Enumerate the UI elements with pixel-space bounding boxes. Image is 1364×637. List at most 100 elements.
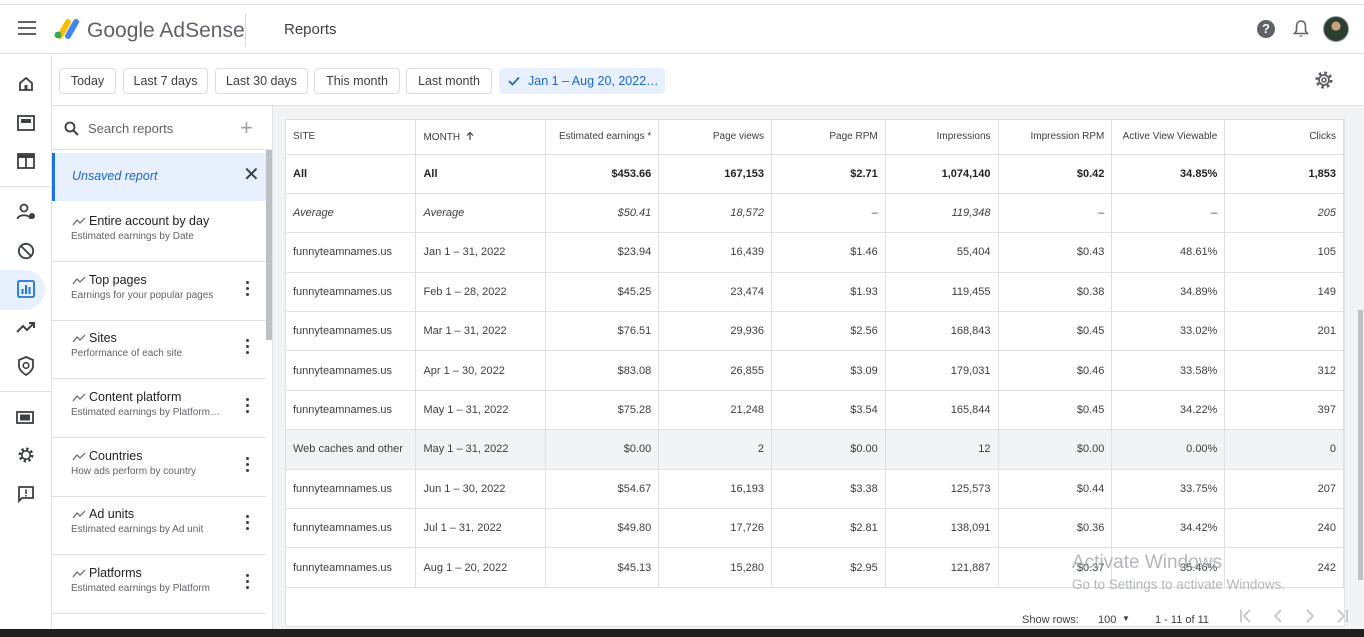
report-subtitle: Estimated earnings by Ad unit [71, 524, 204, 535]
report-title: Entire account by day [89, 214, 210, 228]
column-header-page-rpm[interactable]: Page RPM [771, 120, 886, 155]
panel-scrollbar[interactable] [266, 150, 272, 340]
page-scrollbar[interactable] [1358, 310, 1363, 580]
cell-clicks: 312 [1224, 350, 1344, 391]
report-title: Sites [89, 331, 117, 345]
notifications-icon[interactable] [1293, 19, 1309, 39]
add-report-icon[interactable]: + [240, 115, 253, 140]
cell-month: Average [415, 193, 547, 234]
report-item[interactable]: Ad units Estimated earnings by Ad unit [52, 497, 266, 555]
more-options-icon[interactable] [246, 281, 250, 297]
report-item[interactable]: Entire account by day Estimated earnings… [52, 204, 266, 262]
report-trend-icon [72, 334, 86, 343]
report-subtitle: Performance of each site [71, 348, 183, 359]
avatar[interactable] [1323, 16, 1349, 42]
blocking-icon[interactable] [14, 239, 38, 263]
cell-clicks: 149 [1224, 272, 1344, 313]
report-item[interactable]: Platforms Estimated earnings by Platform [52, 556, 266, 614]
watermark-title: Activate Windows [1072, 552, 1222, 573]
page-title: Reports [284, 21, 337, 38]
watermark-subtitle: Go to Settings to activate Windows. [1072, 577, 1286, 592]
chip-last-30-days[interactable]: Last 30 days [215, 68, 308, 94]
more-options-icon[interactable] [246, 574, 250, 590]
divider [245, 13, 246, 47]
chip-last-month[interactable]: Last month [406, 68, 492, 94]
column-header-impressions[interactable]: Impressions [885, 120, 999, 155]
more-options-icon[interactable] [246, 515, 250, 531]
ads-icon[interactable] [14, 111, 38, 135]
next-page-icon[interactable] [1302, 608, 1318, 624]
cell-active-view: 35.46% [1111, 547, 1226, 588]
chip-last-7-days[interactable]: Last 7 days [123, 68, 208, 94]
table-row: funnyteamnames.us Jun 1 – 30, 2022 $54.67 1… [286, 469, 1344, 510]
search-box: + [52, 106, 272, 150]
report-item[interactable]: Content platform Estimated earnings by P… [52, 380, 266, 438]
total-row: All All $453.66 167,153 $2.71 1,074,140 $0.42 3… [286, 154, 1344, 194]
column-header-clicks[interactable]: Clicks [1224, 120, 1344, 155]
search-icon [64, 121, 79, 136]
main-menu-icon[interactable] [18, 21, 36, 35]
cell-impression-rpm: $0.46 [998, 350, 1113, 391]
chip-custom-range[interactable]: Jan 1 – Aug 20, 2022… [499, 68, 665, 94]
cell-impression-rpm: $0.00 [998, 429, 1113, 470]
cell-active-view: 34.89% [1111, 272, 1226, 313]
cell-page-views: 2 [658, 429, 773, 470]
table-row: funnyteamnames.us Mar 1 – 31, 2022 $76.51 2… [286, 311, 1344, 352]
table-row: funnyteamnames.us Aug 1 – 20, 2022 $45.13 1… [286, 547, 1344, 588]
reports-icon[interactable] [14, 277, 38, 301]
table-row: funnyteamnames.us Apr 1 – 30, 2022 $83.08 2… [286, 350, 1344, 391]
report-settings-icon[interactable] [1314, 70, 1334, 90]
adsense-logo [54, 19, 79, 39]
report-item[interactable]: Top pages Earnings for your popular page… [52, 263, 266, 321]
cell-page-rpm: $2.56 [771, 311, 886, 352]
arrow-up-icon [466, 131, 474, 140]
report-trend-icon [72, 510, 86, 519]
feedback-icon[interactable] [14, 482, 38, 506]
dropdown-caret-icon[interactable]: ▼ [1122, 614, 1130, 623]
chip-today[interactable]: Today [59, 68, 116, 94]
cell-page-views: 167,153 [658, 154, 773, 194]
home-icon[interactable] [14, 72, 38, 96]
column-header-active-view[interactable]: Active View Viewable [1111, 120, 1226, 155]
report-title: Countries [89, 449, 143, 463]
report-subtitle: Estimated earnings by Platform [71, 583, 210, 594]
more-options-icon[interactable] [246, 398, 250, 414]
cell-impressions: 55,404 [885, 232, 999, 273]
column-header-estimated-earnings[interactable]: Estimated earnings * [545, 120, 660, 155]
column-header-page-views[interactable]: Page views [658, 120, 773, 155]
cell-active-view: 0.00% [1111, 429, 1226, 470]
cell-active-view: 33.75% [1111, 469, 1226, 510]
account-icon[interactable] [14, 200, 38, 224]
column-header-impression-rpm[interactable]: Impression RPM [998, 120, 1113, 155]
column-header-month[interactable]: MONTH [415, 120, 547, 155]
previous-page-icon[interactable] [1270, 608, 1286, 624]
report-item[interactable]: Countries How ads perform by country [52, 439, 266, 497]
help-icon[interactable]: ? [1257, 20, 1275, 38]
unsaved-report-item[interactable]: Unsaved report ✕ [52, 153, 266, 201]
sites-icon[interactable] [14, 149, 38, 173]
policy-icon[interactable] [14, 354, 38, 378]
payments-icon[interactable] [14, 405, 38, 429]
report-item[interactable]: Sites Performance of each site [52, 321, 266, 379]
top-bar: Google AdSense Reports ? [0, 4, 1364, 54]
cell-clicks: 242 [1224, 547, 1344, 588]
chip-this-month[interactable]: This month [314, 68, 400, 94]
cell-month: Aug 1 – 20, 2022 [415, 547, 547, 588]
cell-month: All [415, 154, 547, 194]
first-page-icon[interactable] [1238, 608, 1254, 624]
more-options-icon[interactable] [246, 339, 250, 355]
cell-site: funnyteamnames.us [286, 469, 417, 510]
rows-per-page-select[interactable]: 100 [1098, 614, 1117, 626]
search-input[interactable] [88, 118, 238, 138]
column-header-site[interactable]: SITE [286, 120, 417, 155]
cell-estimated-earnings: $453.66 [545, 154, 660, 194]
close-icon[interactable]: ✕ [243, 164, 260, 186]
cell-active-view: – [1111, 193, 1226, 234]
os-taskbar [0, 629, 1364, 637]
report-table-card: SITE MONTH Estimated earnings * Page vie… [285, 119, 1348, 627]
cell-page-rpm: $3.38 [771, 469, 886, 510]
more-options-icon[interactable] [246, 457, 250, 473]
settings-icon[interactable] [14, 443, 38, 467]
optimization-icon[interactable] [14, 315, 38, 339]
last-page-icon[interactable] [1334, 608, 1350, 624]
